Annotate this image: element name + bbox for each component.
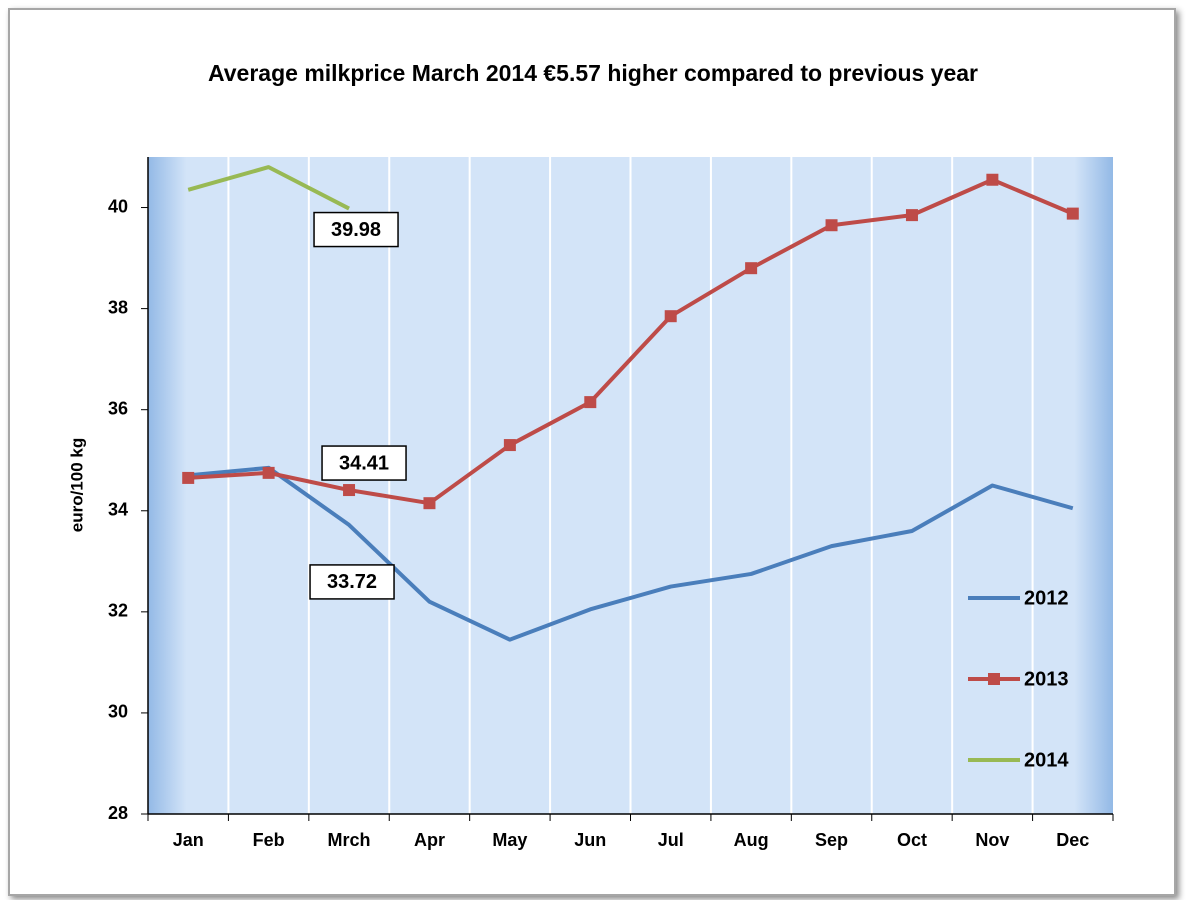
- legend-label: 2013: [1024, 668, 1069, 690]
- x-tick-label: Sep: [815, 830, 848, 850]
- data-label-box: [313, 211, 399, 248]
- x-tick-label: Aug: [734, 830, 769, 850]
- point-marker: [1066, 207, 1079, 220]
- chart-title: Average milkprice March 2014 €5.57 highe…: [208, 60, 978, 86]
- data-label: 39.98: [331, 219, 381, 241]
- point-marker: [664, 310, 677, 323]
- series-line: [187, 165, 350, 211]
- point-marker: [825, 219, 838, 232]
- y-tick-label: 32: [108, 601, 128, 621]
- data-label-box: [309, 564, 395, 600]
- series-line: [188, 465, 1074, 642]
- x-tick-label: Dec: [1056, 830, 1089, 850]
- x-tick-label: Jun: [574, 830, 606, 850]
- y-tick-label: 30: [108, 702, 128, 722]
- point-marker: [905, 209, 918, 222]
- point-marker: [986, 173, 999, 186]
- x-tick-label: Nov: [975, 830, 1009, 850]
- y-tick-label: 34: [108, 500, 128, 520]
- data-label: 34.41: [339, 452, 389, 474]
- x-tick-label: Apr: [414, 830, 445, 850]
- x-tick-label: Oct: [897, 830, 927, 850]
- data-label: 33.72: [327, 571, 377, 593]
- x-tick-label: Mrch: [328, 830, 371, 850]
- y-tick-label: 28: [108, 803, 128, 823]
- x-tick-label: Jan: [173, 830, 204, 850]
- legend-label: 2014: [1024, 749, 1069, 771]
- y-tick-label: 40: [108, 196, 128, 216]
- legend-marker: [988, 673, 1000, 685]
- point-marker: [503, 439, 516, 452]
- legend-label: 2012: [1024, 587, 1069, 609]
- point-marker: [584, 396, 597, 409]
- series-line: [188, 177, 1074, 506]
- point-marker: [343, 484, 356, 497]
- y-tick-label: 36: [108, 398, 128, 418]
- point-marker: [745, 262, 758, 275]
- data-label-box: [321, 445, 407, 481]
- x-tick-label: May: [492, 830, 527, 850]
- point-marker: [423, 497, 436, 510]
- y-tick-label: 38: [108, 297, 128, 317]
- x-tick-label: Jul: [658, 830, 684, 850]
- point-marker: [182, 471, 195, 484]
- x-tick-label: Feb: [253, 830, 285, 850]
- y-axis-label: euro/100 kg: [67, 438, 86, 533]
- point-marker: [262, 466, 275, 479]
